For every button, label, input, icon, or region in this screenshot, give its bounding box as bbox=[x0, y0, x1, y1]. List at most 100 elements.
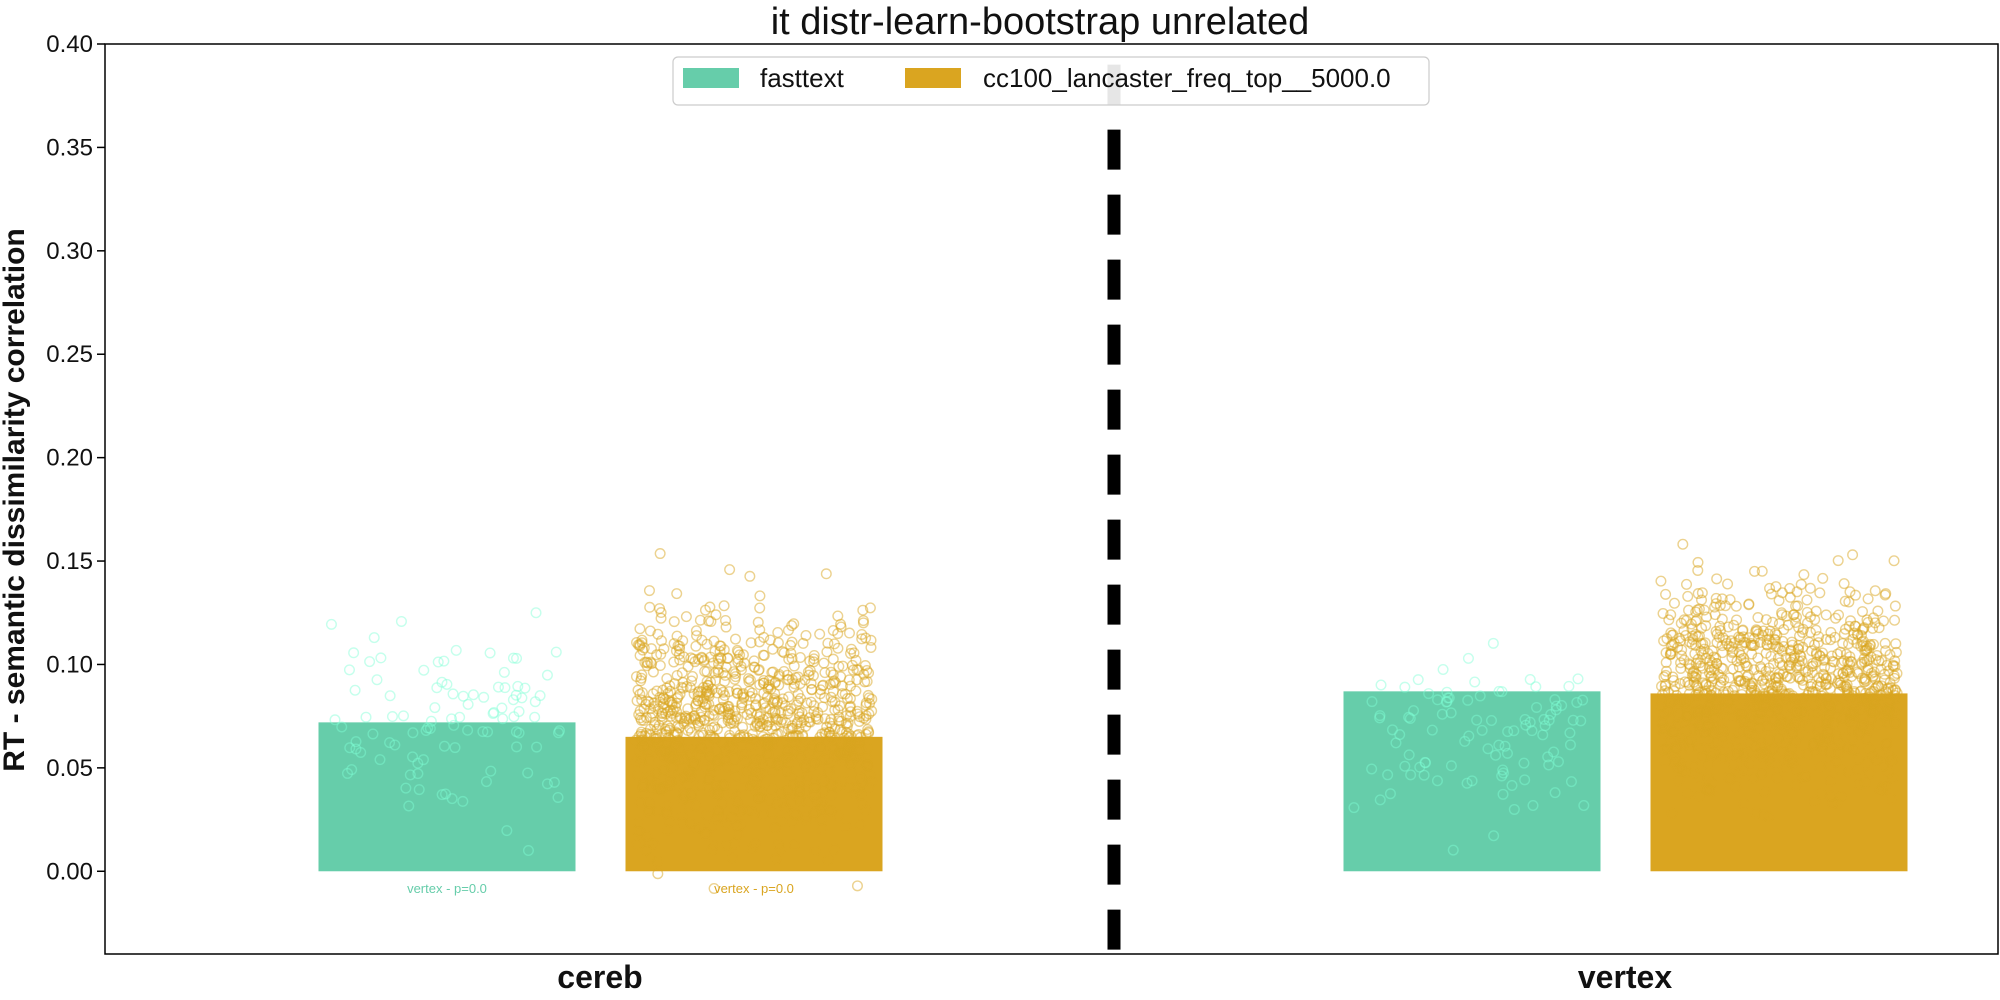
data-point bbox=[731, 684, 743, 696]
data-point bbox=[441, 678, 453, 690]
data-point bbox=[685, 817, 697, 829]
data-point bbox=[1730, 600, 1742, 612]
data-point bbox=[656, 784, 668, 796]
data-point bbox=[1565, 776, 1577, 788]
data-point bbox=[1779, 738, 1791, 750]
data-point bbox=[822, 637, 834, 649]
data-point bbox=[1756, 747, 1768, 759]
data-point bbox=[1862, 664, 1874, 676]
data-point bbox=[1375, 679, 1387, 691]
data-point bbox=[1710, 625, 1722, 637]
data-point bbox=[782, 705, 794, 717]
data-point bbox=[1688, 676, 1700, 688]
data-point bbox=[1743, 736, 1755, 748]
data-point bbox=[350, 736, 362, 748]
data-point bbox=[375, 652, 387, 664]
data-point bbox=[422, 722, 434, 734]
data-point bbox=[845, 767, 857, 779]
data-point bbox=[1781, 693, 1793, 705]
data-point bbox=[1530, 681, 1542, 693]
data-point bbox=[1706, 676, 1718, 688]
data-point bbox=[667, 761, 679, 773]
data-point bbox=[1832, 555, 1844, 567]
data-point bbox=[843, 743, 855, 755]
data-point bbox=[1763, 734, 1775, 746]
data-point bbox=[1374, 794, 1386, 806]
data-point bbox=[847, 664, 859, 676]
data-point bbox=[1741, 661, 1753, 673]
data-point bbox=[1752, 612, 1764, 624]
data-point bbox=[1527, 800, 1539, 812]
data-point bbox=[630, 755, 642, 767]
data-point bbox=[1793, 639, 1805, 651]
data-point bbox=[488, 707, 500, 719]
data-point bbox=[860, 632, 872, 644]
data-point bbox=[1715, 672, 1727, 684]
data-point bbox=[1426, 724, 1438, 736]
data-point bbox=[1799, 770, 1811, 782]
data-point bbox=[1885, 793, 1897, 805]
data-point bbox=[840, 821, 852, 833]
data-point bbox=[823, 767, 835, 779]
data-point bbox=[1403, 711, 1415, 723]
data-point bbox=[866, 776, 878, 788]
data-point bbox=[1809, 699, 1821, 711]
data-point bbox=[722, 653, 734, 665]
data-point bbox=[1542, 751, 1554, 763]
data-point bbox=[835, 737, 847, 749]
data-point bbox=[746, 687, 758, 699]
data-point bbox=[699, 604, 711, 616]
data-point bbox=[1710, 592, 1722, 604]
data-point bbox=[1889, 600, 1901, 612]
data-point bbox=[1871, 695, 1883, 707]
data-point bbox=[1688, 665, 1700, 677]
data-point bbox=[485, 765, 497, 777]
data-point bbox=[1722, 578, 1734, 590]
data-point bbox=[769, 707, 781, 719]
data-point bbox=[712, 789, 724, 801]
data-point bbox=[833, 711, 845, 723]
data-point bbox=[1382, 769, 1394, 781]
data-point bbox=[450, 644, 462, 656]
data-point bbox=[1437, 663, 1449, 675]
data-point bbox=[1675, 733, 1687, 745]
data-point bbox=[1708, 737, 1720, 749]
data-point bbox=[809, 788, 821, 800]
data-point bbox=[1680, 725, 1692, 737]
data-point bbox=[1767, 743, 1779, 755]
data-point bbox=[798, 737, 810, 749]
data-point bbox=[717, 797, 729, 809]
data-point bbox=[1666, 807, 1678, 819]
data-point bbox=[1693, 686, 1705, 698]
data-point bbox=[1864, 768, 1876, 780]
data-point bbox=[1502, 726, 1514, 738]
data-point bbox=[1760, 665, 1772, 677]
data-point bbox=[1890, 638, 1902, 650]
data-point bbox=[672, 741, 684, 753]
data-point bbox=[1412, 674, 1424, 686]
data-point bbox=[513, 705, 525, 717]
legend-swatch bbox=[905, 68, 961, 88]
data-point bbox=[828, 638, 840, 650]
data-point bbox=[1485, 714, 1497, 726]
data-point bbox=[1549, 694, 1561, 706]
data-point bbox=[736, 803, 748, 815]
data-point bbox=[1859, 674, 1871, 686]
data-point bbox=[766, 667, 778, 679]
data-point bbox=[1727, 663, 1739, 675]
data-point bbox=[860, 713, 872, 725]
data-point bbox=[440, 788, 452, 800]
data-point bbox=[763, 679, 775, 691]
data-point bbox=[850, 782, 862, 794]
data-point bbox=[786, 653, 798, 665]
data-point bbox=[835, 621, 847, 633]
data-point bbox=[826, 779, 838, 791]
data-point bbox=[1873, 622, 1885, 634]
data-point bbox=[1668, 597, 1680, 609]
data-point bbox=[814, 628, 826, 640]
data-point bbox=[529, 696, 541, 708]
data-point bbox=[744, 570, 756, 582]
data-point bbox=[1813, 672, 1825, 684]
data-point bbox=[484, 647, 496, 659]
data-point bbox=[682, 661, 694, 673]
